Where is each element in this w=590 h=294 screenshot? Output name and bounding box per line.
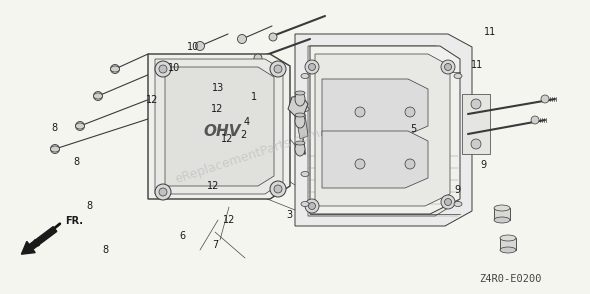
Polygon shape — [500, 238, 516, 250]
Text: 3: 3 — [286, 210, 292, 220]
Circle shape — [405, 107, 415, 117]
Polygon shape — [288, 96, 308, 116]
Text: 11: 11 — [484, 27, 496, 37]
Text: 5: 5 — [410, 124, 416, 134]
Circle shape — [274, 185, 282, 193]
Ellipse shape — [295, 113, 305, 117]
Text: 7: 7 — [212, 240, 218, 250]
Text: FR.: FR. — [65, 216, 83, 226]
Circle shape — [541, 95, 549, 103]
Text: 4: 4 — [244, 117, 250, 127]
Ellipse shape — [500, 235, 516, 241]
Polygon shape — [462, 94, 490, 154]
Polygon shape — [315, 54, 450, 206]
Circle shape — [110, 64, 120, 74]
Ellipse shape — [454, 74, 462, 78]
Circle shape — [238, 34, 247, 44]
Text: Z4R0-E0200: Z4R0-E0200 — [479, 274, 542, 284]
Polygon shape — [148, 54, 290, 199]
Text: 10: 10 — [168, 63, 180, 73]
Text: 2: 2 — [241, 130, 247, 140]
Circle shape — [444, 198, 451, 206]
Ellipse shape — [494, 205, 510, 211]
Ellipse shape — [295, 91, 305, 95]
Circle shape — [270, 61, 286, 77]
Circle shape — [309, 64, 316, 71]
Circle shape — [309, 203, 316, 210]
Ellipse shape — [454, 201, 462, 206]
Text: 12: 12 — [223, 215, 235, 225]
Ellipse shape — [301, 106, 309, 111]
Circle shape — [155, 61, 171, 77]
Circle shape — [355, 159, 365, 169]
Ellipse shape — [301, 74, 309, 78]
Circle shape — [159, 188, 167, 196]
Text: 12: 12 — [221, 134, 233, 144]
Ellipse shape — [76, 123, 84, 129]
Text: 8: 8 — [87, 201, 93, 211]
Circle shape — [195, 41, 205, 51]
Circle shape — [159, 65, 167, 73]
Ellipse shape — [500, 247, 516, 253]
Circle shape — [270, 181, 286, 197]
Text: OHV: OHV — [203, 123, 241, 138]
Ellipse shape — [51, 146, 60, 152]
Circle shape — [254, 54, 262, 62]
Polygon shape — [296, 114, 308, 139]
Text: 12: 12 — [208, 181, 219, 191]
Circle shape — [441, 195, 455, 209]
Circle shape — [51, 144, 60, 153]
Text: eReplacementParts.com: eReplacementParts.com — [173, 126, 322, 186]
Text: 8: 8 — [51, 123, 57, 133]
Polygon shape — [310, 46, 460, 214]
Ellipse shape — [93, 93, 103, 99]
Circle shape — [76, 121, 84, 131]
Polygon shape — [155, 59, 283, 194]
Text: 8: 8 — [102, 245, 108, 255]
Text: 6: 6 — [180, 231, 186, 241]
Circle shape — [305, 199, 319, 213]
Circle shape — [531, 116, 539, 124]
Polygon shape — [165, 67, 274, 186]
Circle shape — [444, 64, 451, 71]
Ellipse shape — [301, 201, 309, 206]
Polygon shape — [494, 208, 510, 220]
Text: 12: 12 — [146, 95, 158, 105]
Circle shape — [355, 107, 365, 117]
Circle shape — [405, 159, 415, 169]
Circle shape — [269, 33, 277, 41]
Circle shape — [471, 139, 481, 149]
Text: 11: 11 — [471, 60, 483, 70]
Ellipse shape — [494, 217, 510, 223]
Text: 10: 10 — [188, 42, 199, 52]
Circle shape — [274, 65, 282, 73]
Text: 9: 9 — [481, 160, 487, 170]
Circle shape — [441, 60, 455, 74]
Polygon shape — [322, 79, 428, 136]
Circle shape — [471, 99, 481, 109]
Polygon shape — [295, 34, 472, 226]
Ellipse shape — [295, 92, 305, 106]
Ellipse shape — [295, 114, 305, 128]
Text: 9: 9 — [454, 185, 460, 195]
Polygon shape — [322, 131, 428, 188]
Circle shape — [93, 91, 103, 101]
Polygon shape — [308, 46, 458, 216]
Text: 1: 1 — [251, 92, 257, 102]
Ellipse shape — [110, 66, 120, 72]
Ellipse shape — [295, 142, 305, 156]
Text: 8: 8 — [74, 157, 80, 167]
Ellipse shape — [295, 141, 305, 145]
Circle shape — [305, 60, 319, 74]
Text: 13: 13 — [212, 83, 224, 93]
Text: 12: 12 — [211, 104, 223, 114]
FancyArrow shape — [21, 227, 57, 254]
Ellipse shape — [301, 171, 309, 176]
Circle shape — [155, 184, 171, 200]
